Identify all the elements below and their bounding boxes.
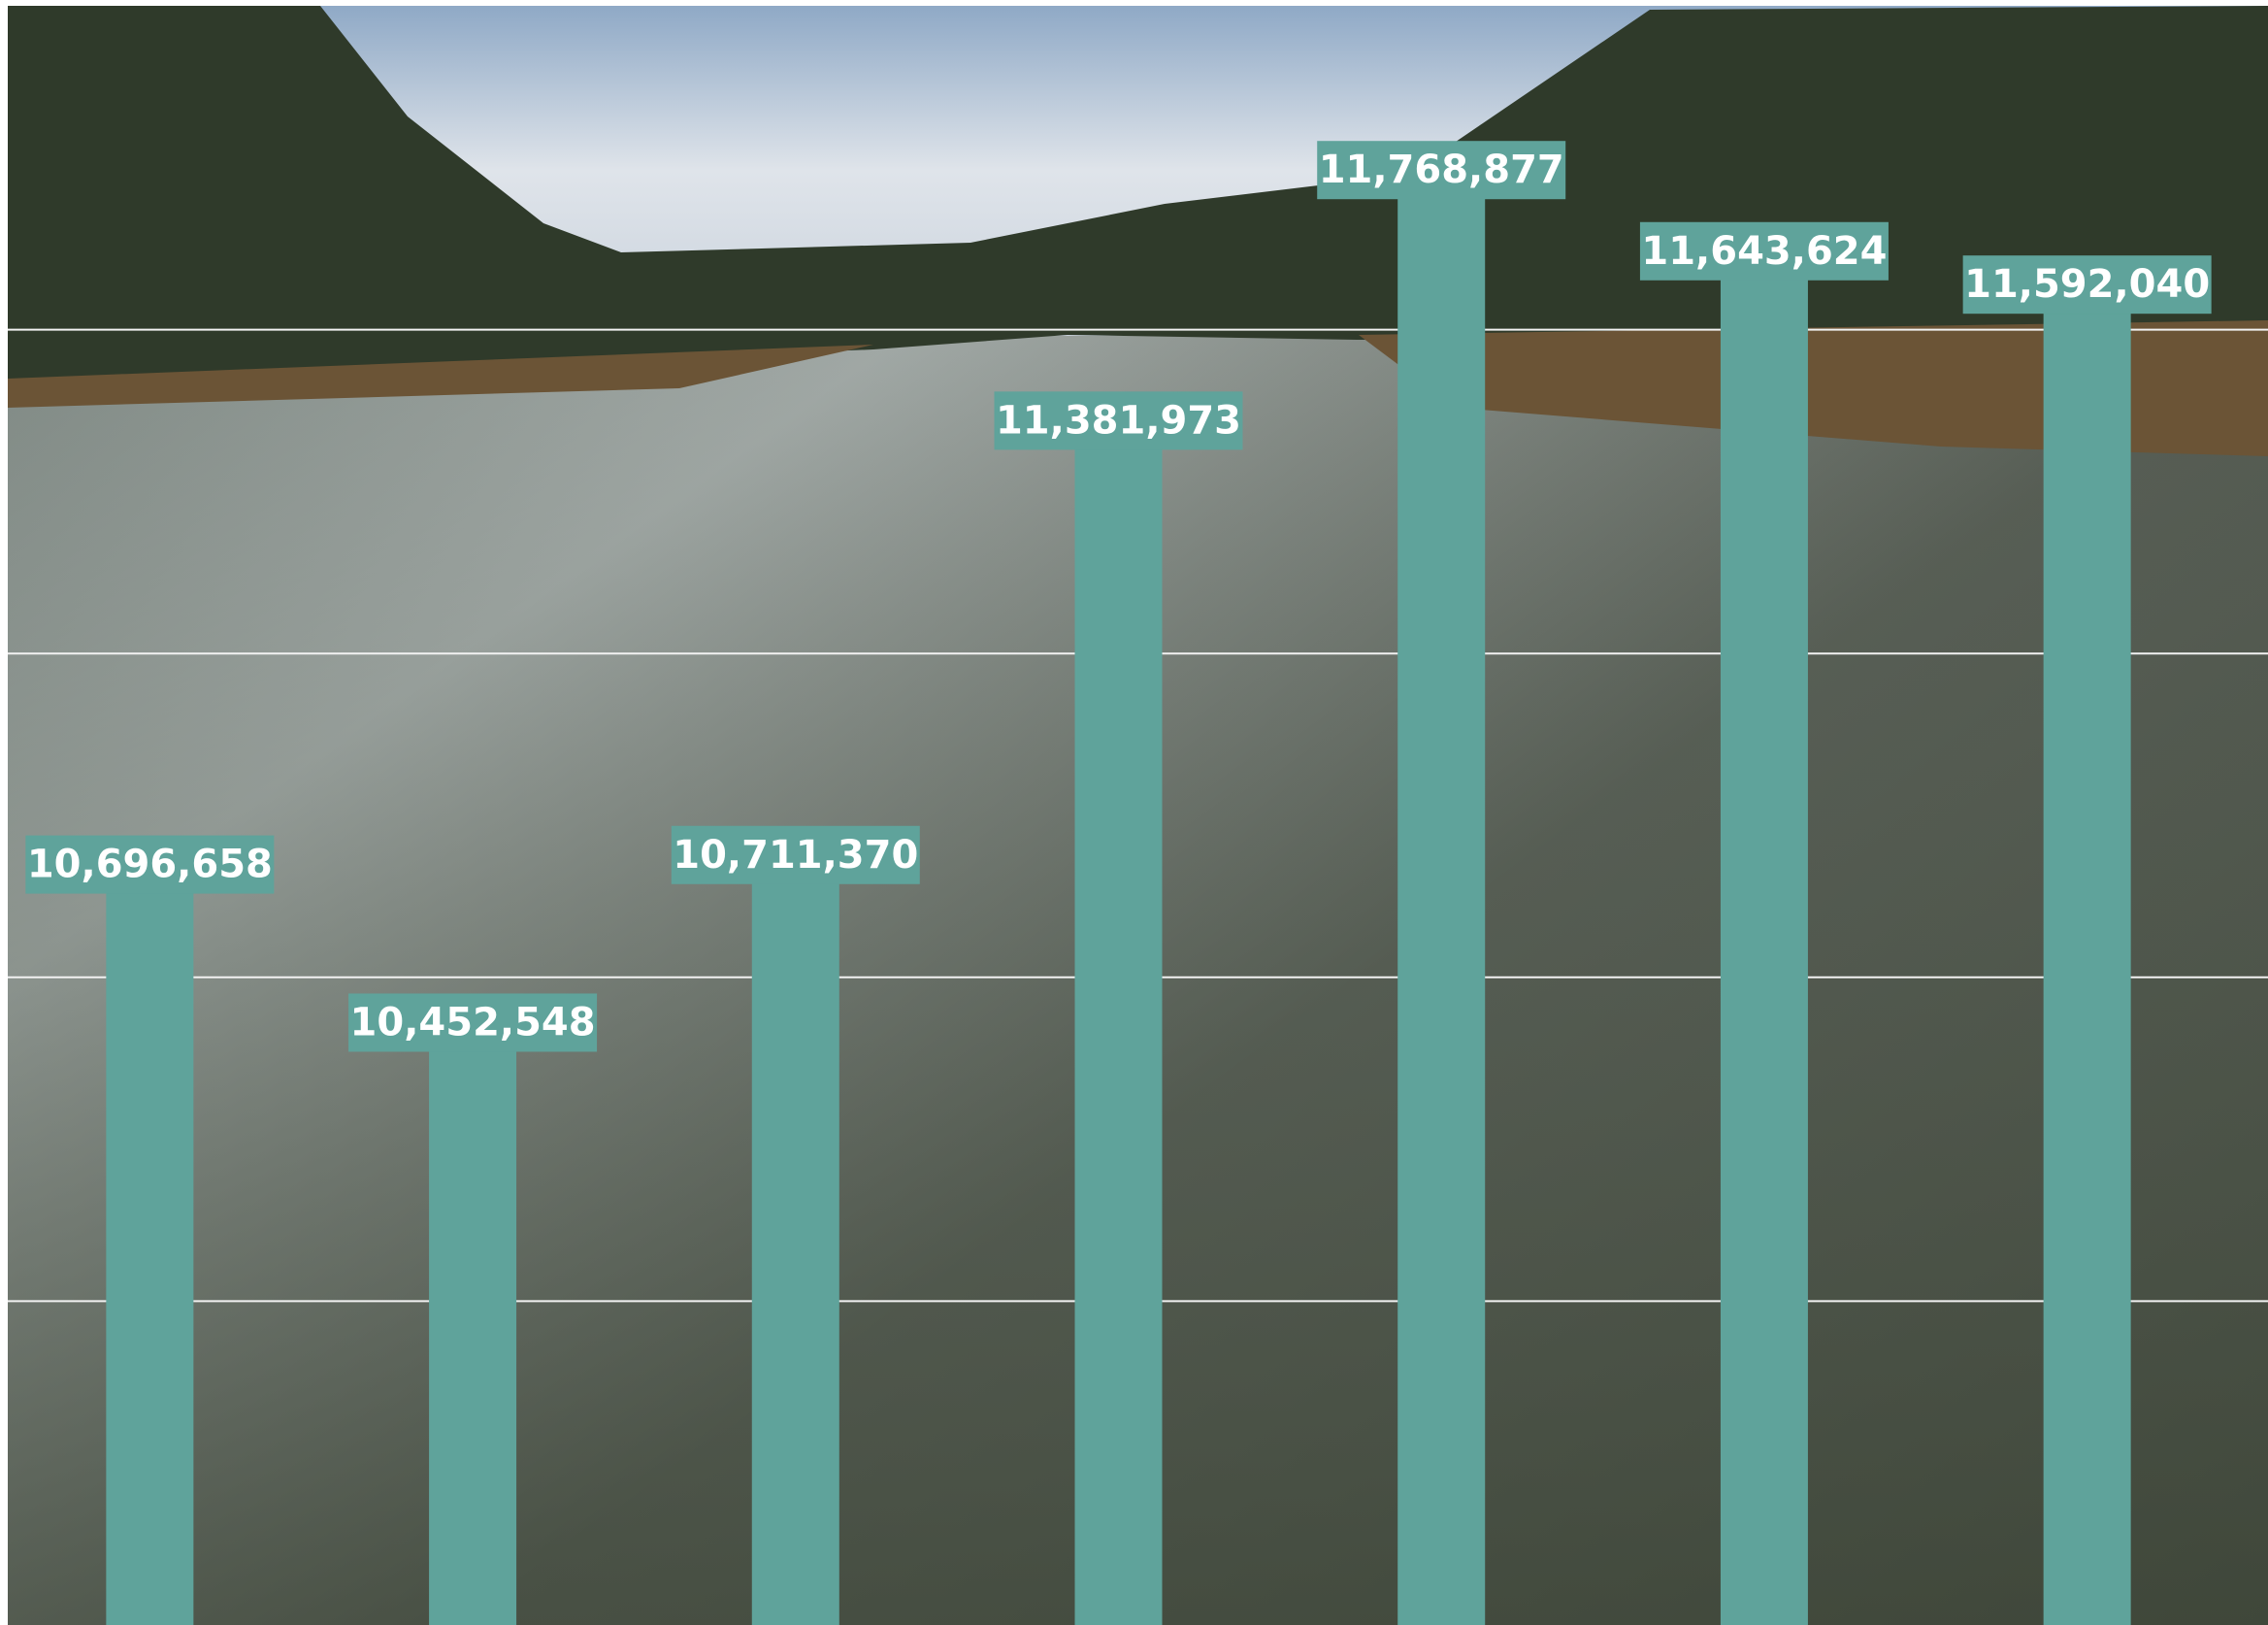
bar [1720,236,1808,1625]
value-label-box [1639,221,1889,281]
value-label-box [25,835,275,894]
value-label: 10,711,370 [673,833,918,878]
value-label: 11,381,973 [996,398,1241,443]
value-label-box [994,391,1243,450]
value-label-box [1317,141,1566,200]
value-label: 11,592,040 [1964,262,2210,307]
bar [1397,155,1486,1625]
bars: 10,696,658 10,452,548 10,711,370 11,381,973… [25,141,2212,1625]
value-label-box [348,993,598,1052]
bar [106,849,194,1625]
bar [1074,406,1163,1625]
bar [751,840,839,1625]
bar [429,1008,517,1625]
value-label: 11,768,877 [1319,148,1564,192]
bar [2043,270,2131,1625]
value-label: 10,452,548 [350,1000,596,1045]
value-label-box [671,825,920,884]
value-label: 11,643,624 [1641,229,1887,274]
value-label: 10,696,658 [27,843,273,887]
value-label-box [1962,255,2212,315]
